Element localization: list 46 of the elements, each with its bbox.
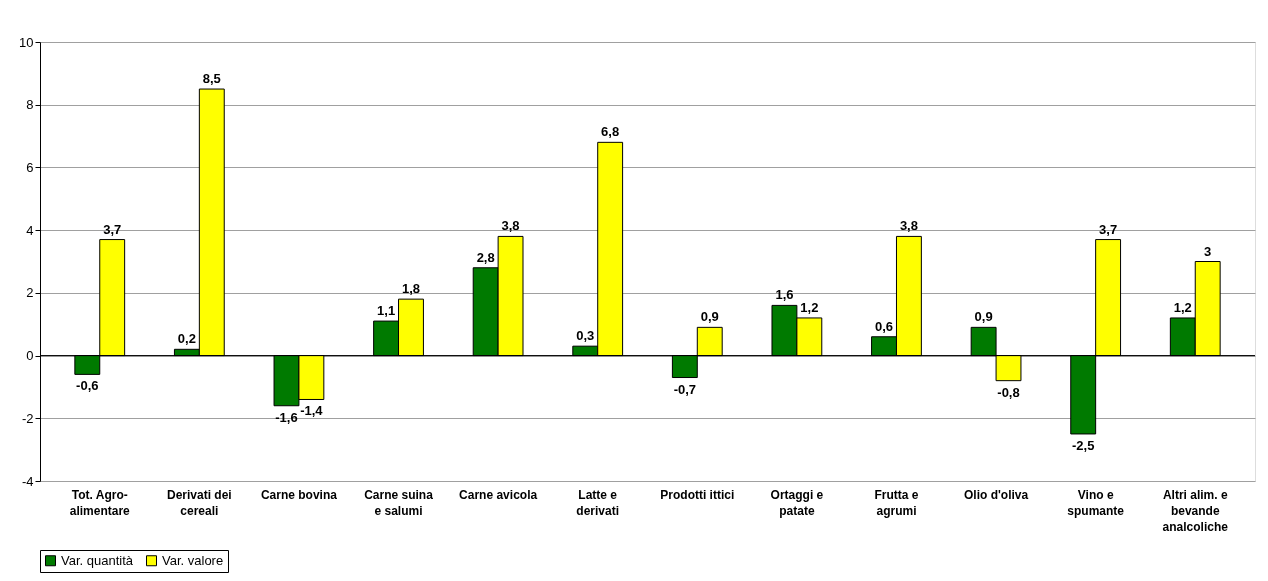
x-tick-label: Carne suina e salumi [364,487,434,518]
data-label: 3,8 [501,218,520,234]
y-tick-label: -4 [21,473,34,489]
data-label: -0,8 [997,384,1020,400]
x-tick-label: Prodotti ittici [660,487,735,502]
data-label: 1,8 [401,281,421,297]
y-tick-label: 4 [26,222,34,238]
data-label: 2,8 [476,249,495,265]
x-tick-label: Vino e spumante [1067,487,1125,518]
x-tick-label: Carne bovina [260,487,338,502]
data-label: 0,9 [974,309,993,325]
data-label: 0,3 [576,328,595,344]
data-label: 0,9 [700,309,719,325]
data-label: -0,7 [673,381,697,397]
data-label: 3,7 [103,221,122,237]
data-label: 0,2 [177,331,196,347]
x-tick-label: Ortaggi e patate [770,487,824,518]
x-tick-label: Olio d'oliva [963,487,1029,502]
data-label: 1,2 [1173,299,1192,315]
data-label: 1,2 [800,299,819,315]
y-tick-label: 6 [26,159,34,175]
y-tick-label: 8 [26,97,34,113]
data-label: 0,6 [874,318,894,334]
data-label: -2,5 [1072,437,1095,453]
data-label: 6,8 [601,124,620,140]
data-label: -1,4 [300,403,324,419]
y-tick-label: 10 [19,34,34,50]
x-tick-label: Derivati dei cereali [166,487,232,518]
legend-label: Var. valore [162,552,224,568]
data-label: 1,1 [377,303,396,319]
x-tick-label: Frutta e agrumi [874,487,919,518]
y-tick-label: 0 [26,348,34,364]
data-label: 1,6 [775,287,794,303]
legend-label: Var. quantità [61,552,134,568]
data-label: -1,6 [275,409,298,425]
x-tick-label: Carne avicola [459,487,538,502]
x-tick-label: Tot. Agro- alimentare [69,487,131,518]
y-tick-label: -2 [21,410,34,426]
x-tick-label: Latte e derivati [576,487,620,518]
data-label: -0,6 [76,378,99,394]
data-label: 8,5 [202,71,221,87]
y-tick-label: 2 [26,285,34,301]
data-label: 3 [1204,243,1212,259]
data-label: 3,7 [1099,221,1118,237]
data-label: 3,8 [899,218,918,234]
x-tick-label: Altri alim. e bevande analcoliche [1162,487,1229,534]
